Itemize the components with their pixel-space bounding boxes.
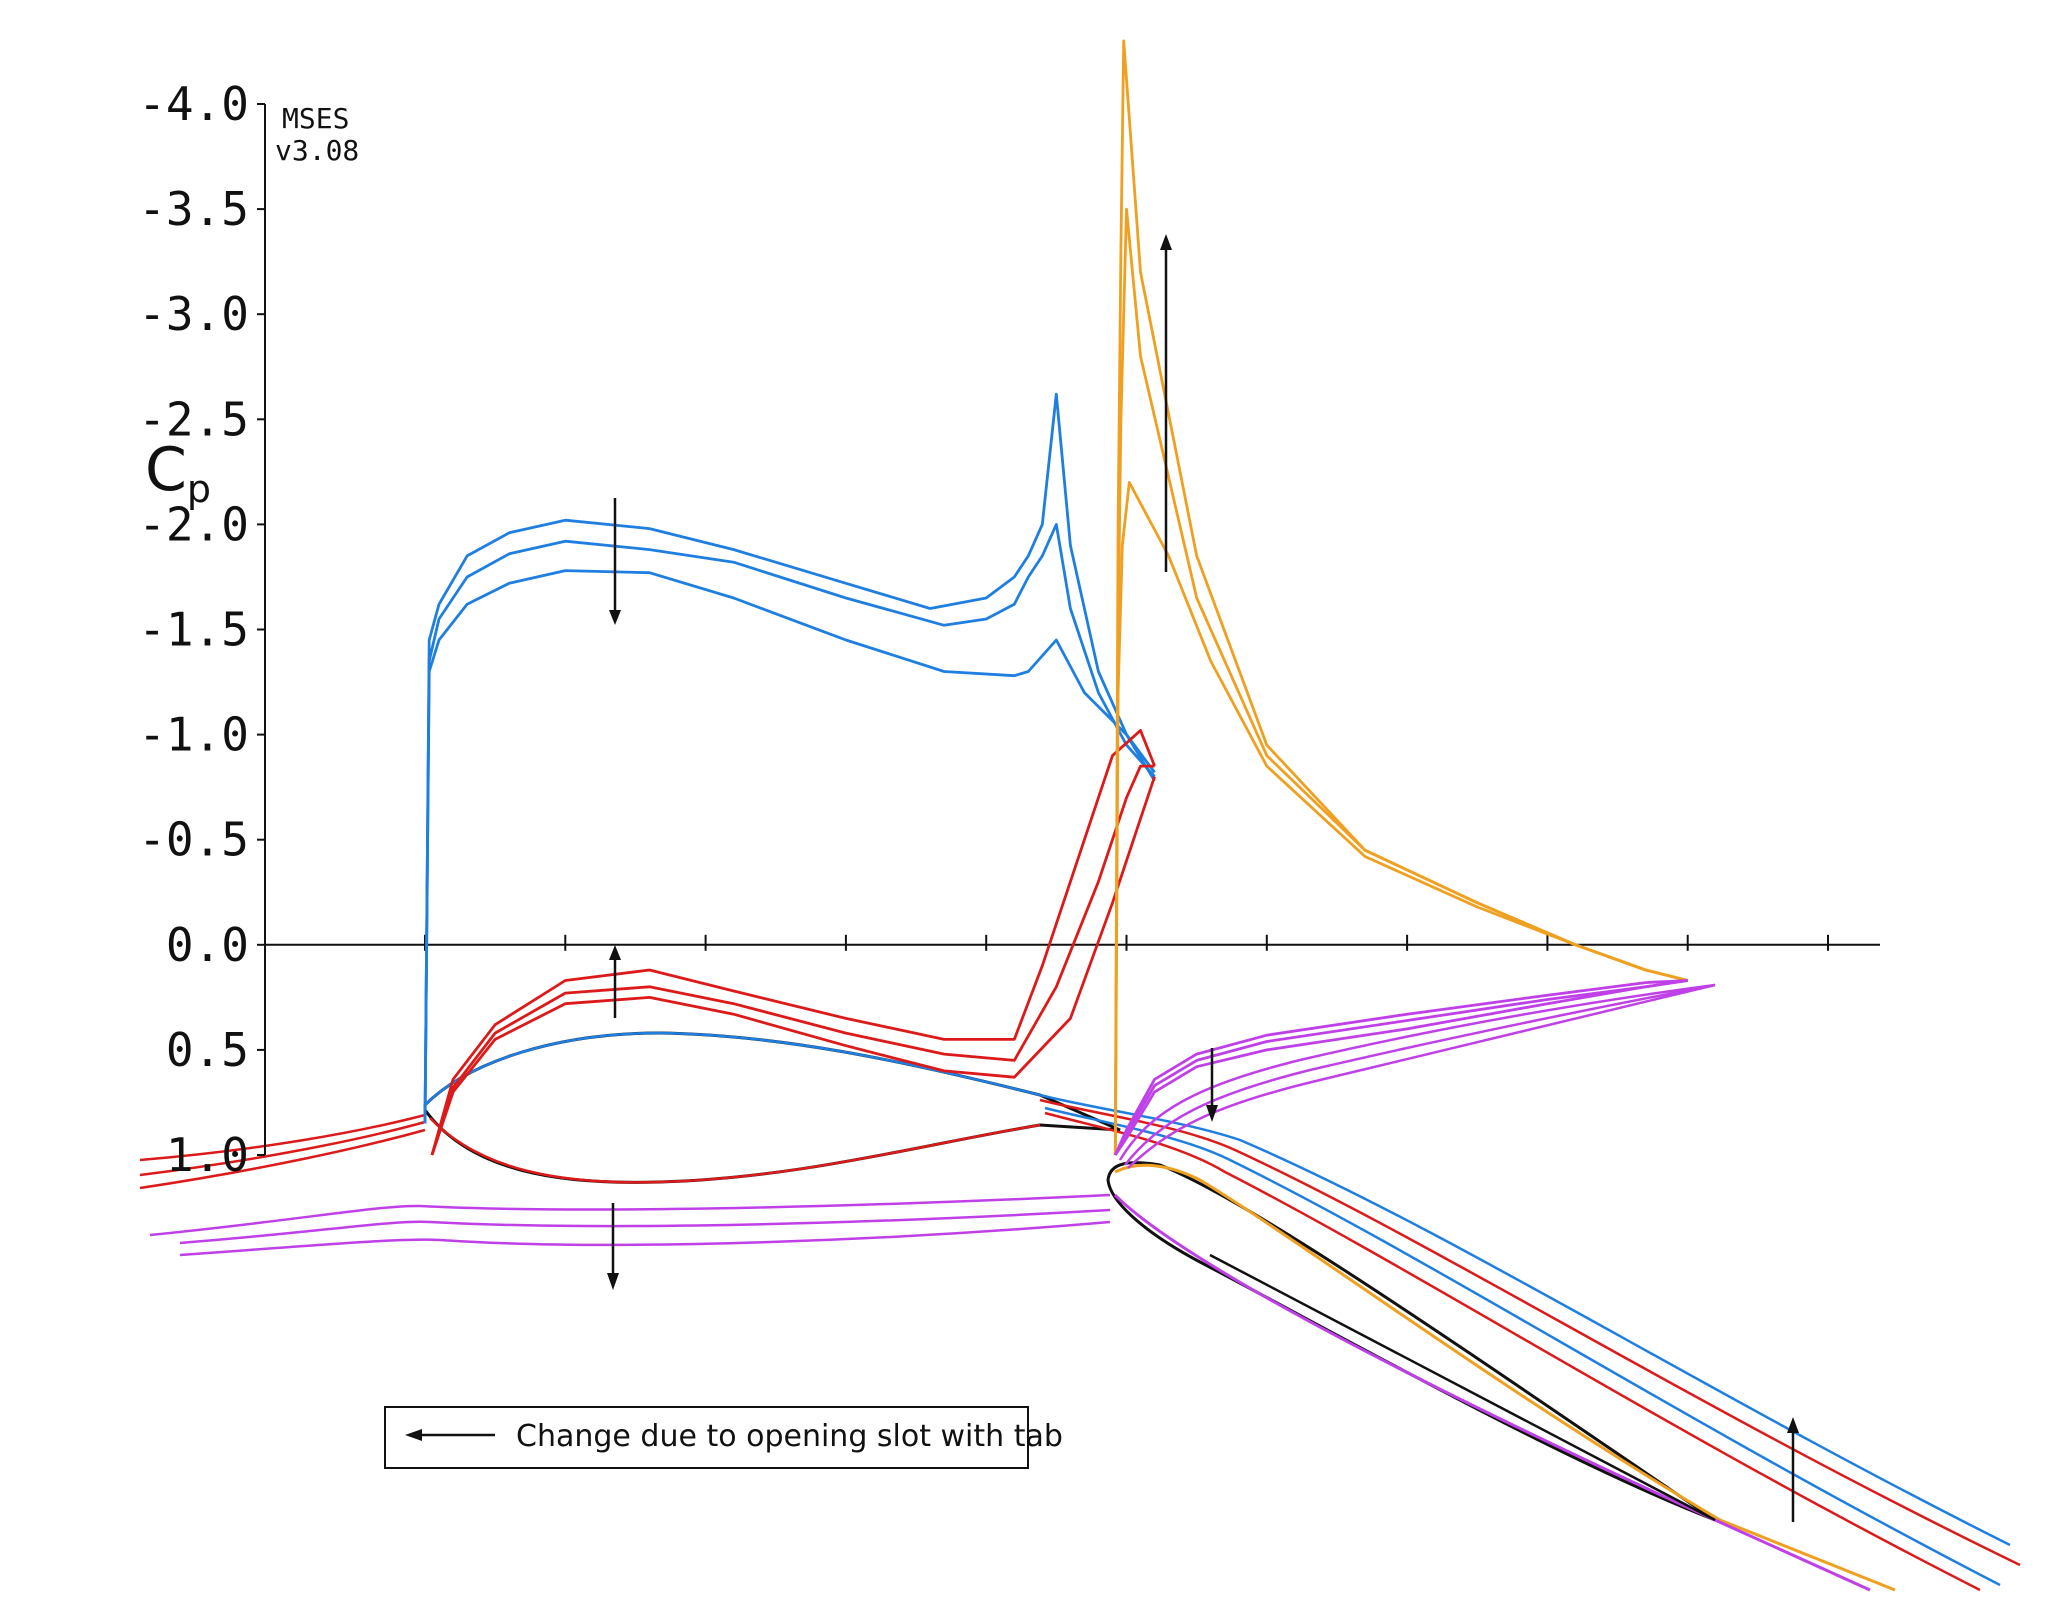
- slot-magenta: [1124, 983, 1716, 1166]
- streamline-magenta: [149, 1193, 1111, 1237]
- arrow-down-main-upper: [609, 498, 621, 625]
- arrow-down-flap-lower: [1206, 1048, 1218, 1122]
- y-axis-label: Cp: [145, 435, 211, 511]
- wake-blue: [1039, 1093, 2011, 1547]
- flap-airfoil-upper-orange: [1114, 1163, 1896, 1592]
- wake-blue: [1044, 1106, 2001, 1587]
- series-line-2: [423, 392, 1156, 1124]
- arrow-up-flap-upper: [1160, 234, 1172, 572]
- flap-airfoil: [1106, 1161, 1716, 1522]
- y-tick-label: -2.0: [138, 497, 249, 551]
- arrow-down-lower-streamline: [607, 1203, 619, 1290]
- y-tick-label: 0.0: [166, 918, 249, 972]
- slot-magenta: [1118, 983, 1716, 1161]
- series-line-4: [430, 764, 1155, 1156]
- streamline-red: [139, 1120, 426, 1177]
- y-axis-label-sub: p: [187, 467, 211, 511]
- y-tick-label: 0.5: [166, 1023, 249, 1077]
- series-line-10: [1114, 979, 1688, 1156]
- axes: -4.0 -3.5 -3.0 -2.5 -2.0 -1.5 -1.0 -0.5 0.0 0.5 1.…: [138, 77, 1880, 1182]
- series-line-1: [423, 523, 1156, 1124]
- streamline-magenta: [179, 1208, 1111, 1245]
- change-arrows: [607, 234, 1799, 1522]
- legend-arrow-head: [405, 1429, 422, 1441]
- y-tick-label: -1.0: [138, 708, 249, 762]
- series-group: [423, 39, 1689, 1156]
- legend-label: Change due to opening slot with tab: [516, 1419, 1063, 1454]
- y-tick-label: -1.5: [138, 603, 249, 657]
- series-line-3: [430, 776, 1156, 1156]
- y-tick-label: -3.0: [138, 287, 249, 341]
- wake-red: [1044, 1111, 1981, 1592]
- series-line-11: [1114, 979, 1688, 1156]
- flap-airfoil-lower-purple: [1113, 1193, 1871, 1592]
- y-tick-label: -0.5: [138, 813, 249, 867]
- slot-magenta: [1127, 983, 1716, 1169]
- series-line-5: [430, 729, 1156, 1156]
- streamline-red: [139, 1113, 426, 1162]
- software-version: v3.08: [275, 134, 359, 167]
- series-line-0: [423, 569, 1156, 1124]
- flap-chord-line: [1209, 1253, 1716, 1522]
- main-airfoil-upper-blue: [424, 1031, 1041, 1106]
- arrow-up-wake: [1787, 1417, 1799, 1522]
- main-airfoil-lower-red: [429, 1117, 1041, 1184]
- streamline-magenta: [179, 1220, 1111, 1257]
- software-name: MSES: [282, 102, 349, 135]
- series-line-8: [1113, 39, 1689, 1156]
- streamline-red: [139, 1128, 426, 1190]
- legend-box: [384, 1406, 1029, 1469]
- arrow-up-main-lower: [609, 945, 621, 1018]
- legend: Change due to opening slot with tab: [384, 1406, 1063, 1469]
- y-tick-label: -4.0: [138, 77, 249, 131]
- y-tick-label: -2.5: [138, 392, 249, 446]
- airfoil-geometry: [139, 983, 2021, 1592]
- y-tick-label: -3.5: [138, 182, 249, 236]
- y-tick-label: 1.0: [166, 1128, 249, 1182]
- wake-red: [1039, 1098, 2021, 1567]
